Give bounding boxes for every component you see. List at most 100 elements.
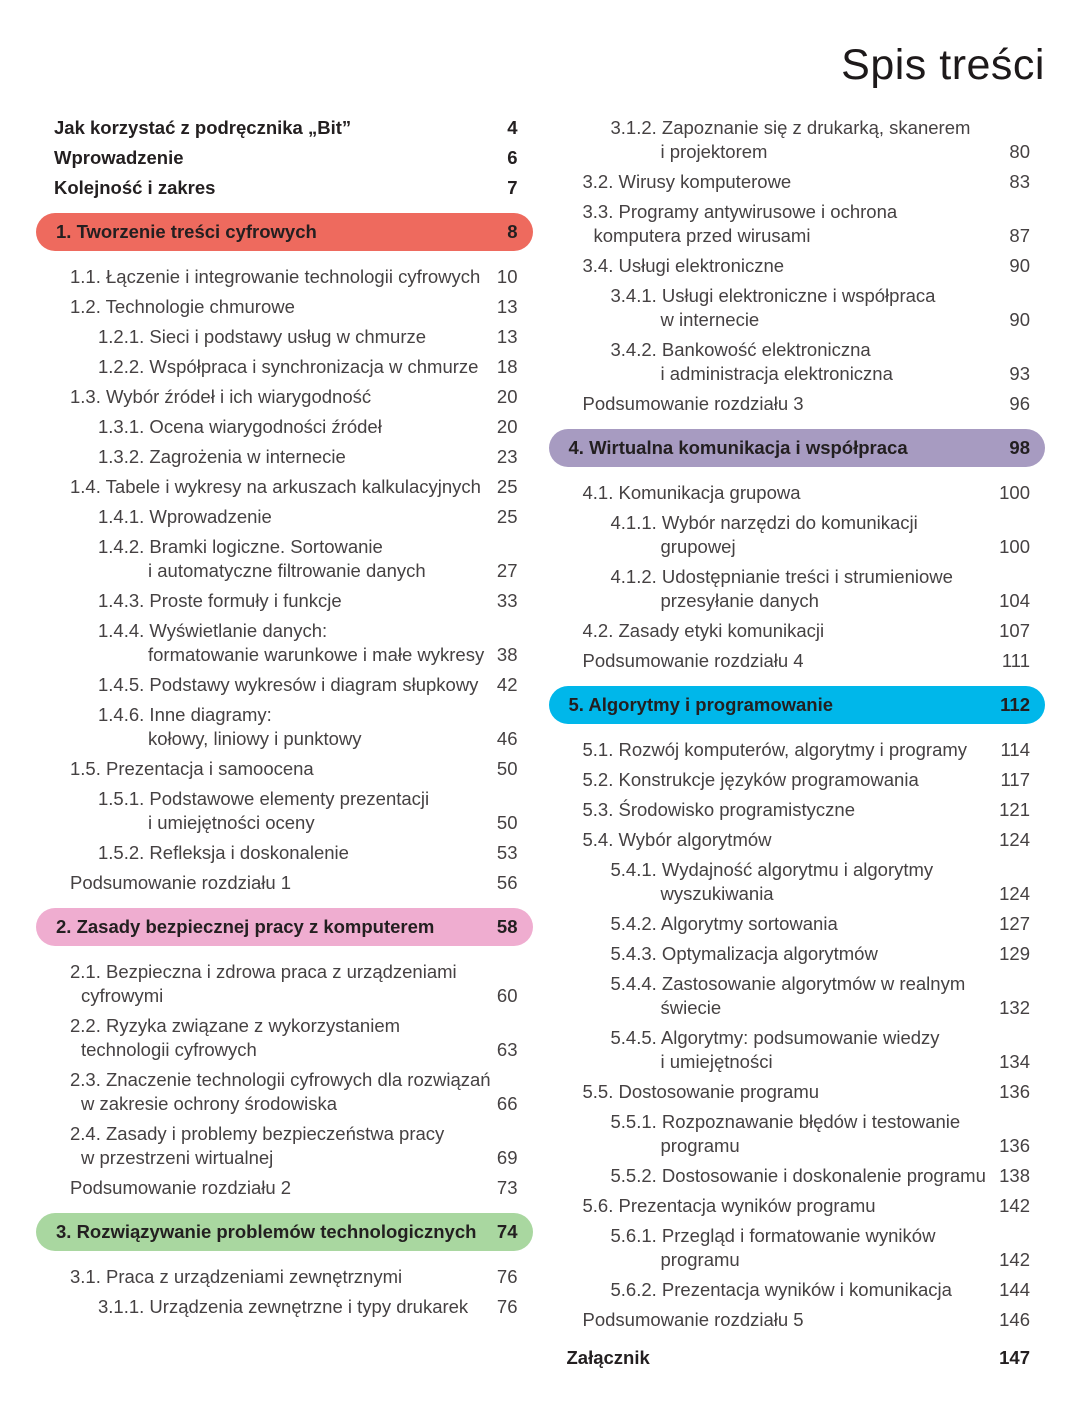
entry-title-line: Podsumowanie rozdziału 2 — [70, 1177, 292, 1199]
entry-title: 3.1.1. Urządzenia zewnętrzne i typy druk… — [36, 1295, 491, 1319]
entry-title-line: Załącznik — [566, 1347, 650, 1369]
entry-title: 5.5. Dostosowanie programu — [549, 1080, 994, 1104]
toc-subsection-row: 3.1.2. Zapoznanie się z drukarką, skaner… — [549, 116, 1046, 164]
toc-section-row: 4.2. Zasady etyki komunikacji 107 — [549, 619, 1046, 643]
entry-title: Podsumowanie rozdziału 1 — [36, 871, 491, 895]
entry-title-line: 5.5.2. Dostosowanie i doskonalenie progr… — [610, 1165, 986, 1187]
entry-title-line: 3.3. Programy antywirusowe i ochrona — [582, 201, 898, 223]
toc-section-row: 2.1. Bezpieczna i zdrowa praca z urządze… — [36, 960, 533, 1008]
entry-title-line: programu — [660, 1135, 740, 1157]
toc-subsection-row: 1.5.2. Refleksja i doskonalenie 53 — [36, 841, 533, 865]
toc-subsection-row: 5.4.4. Zastosowanie algorytmów w realnym… — [549, 972, 1046, 1020]
entry-page-number: 13 — [496, 326, 518, 348]
entry-page-number: 6 — [507, 147, 518, 169]
toc-subsection-row: 1.4.2. Bramki logiczne. Sortowanie i auto… — [36, 535, 533, 583]
entry-title-line: 1.5.2. Refleksja i doskonalenie — [98, 842, 349, 864]
entry-title-line: cyfrowymi — [81, 985, 164, 1007]
entry-title: Podsumowanie rozdziału 3 — [549, 392, 1004, 416]
toc-section-row: 5.1. Rozwój komputerów, algorytmy i prog… — [549, 738, 1046, 762]
entry-title-line: 1.2.1. Sieci i podstawy usług w chmurze — [98, 326, 427, 348]
toc-subsection-row: 1.5.1. Podstawowe elementy prezentacji i … — [36, 787, 533, 835]
entry-page-number: 69 — [496, 1147, 518, 1169]
entry-title: 5.4.3. Optymalizacja algorytmów — [549, 942, 994, 966]
entry-title-line: 1.3.2. Zagrożenia w internecie — [98, 446, 346, 468]
entry-title-line: 4.1.1. Wybór narzędzi do komunikacji — [610, 512, 918, 534]
entry-page-number: 121 — [999, 799, 1030, 821]
entry-title: 5.5.1. Rozpoznawanie błędów i testowanie… — [549, 1110, 994, 1158]
page-title: Spis treści — [841, 41, 1045, 89]
entry-title: 1.4. Tabele i wykresy na arkuszach kalku… — [36, 475, 491, 499]
entry-title-line: 1. Tworzenie treści cyfrowych — [56, 221, 317, 243]
toc-column-right: 3.1.2. Zapoznanie się z drukarką, skaner… — [548, 116, 1046, 1376]
entry-title-line: Wprowadzenie — [54, 147, 184, 169]
entry-page-number: 136 — [999, 1135, 1030, 1157]
entry-title: Podsumowanie rozdziału 5 — [549, 1308, 994, 1332]
entry-title-line: 1.5. Prezentacja i samoocena — [70, 758, 314, 780]
entry-page-number: 27 — [496, 560, 518, 582]
entry-page-number: 63 — [496, 1039, 518, 1061]
entry-title: 1.4.3. Proste formuły i funkcje — [36, 589, 491, 613]
entry-title-line: kołowy, liniowy i punktowy — [148, 728, 362, 750]
toc-subsection-row: 1.2.2. Współpraca i synchronizacja w chm… — [36, 355, 533, 379]
entry-title: 1.5.1. Podstawowe elementy prezentacji i … — [36, 787, 491, 835]
entry-title: 5.3. Środowisko programistyczne — [549, 798, 994, 822]
entry-title-line: 5.6.1. Przegląd i formatowanie wyników — [610, 1225, 936, 1247]
toc-section-row: 1.5. Prezentacja i samoocena 50 — [36, 757, 533, 781]
entry-page-number: 142 — [999, 1249, 1030, 1271]
toc-subsection-row: 5.6.2. Prezentacja wyników i komunikacja… — [549, 1278, 1046, 1302]
entry-title-line: w internecie — [660, 309, 760, 331]
entry-title-line: 5.1. Rozwój komputerów, algorytmy i prog… — [582, 739, 968, 761]
entry-title: 1.3.1. Ocena wiarygodności źródeł — [36, 415, 491, 439]
entry-title: 3.4.1. Usługi elektroniczne i współpraca… — [549, 284, 1004, 332]
toc-section-row: 2.2. Ryzyka związane z wykorzystaniem tec… — [36, 1014, 533, 1062]
entry-page-number: 33 — [496, 590, 518, 612]
entry-title-line: i administracja elektroniczna — [660, 363, 893, 385]
entry-title: Wprowadzenie — [36, 146, 501, 170]
entry-title-line: 1.4.4. Wyświetlanie danych: — [98, 620, 328, 642]
entry-title: 4.1. Komunikacja grupowa — [549, 481, 994, 505]
toc-section-row: 5.6. Prezentacja wyników programu 142 — [549, 1194, 1046, 1218]
entry-page-number: 18 — [496, 356, 518, 378]
entry-page-number: 80 — [1009, 141, 1030, 163]
entry-title: 4.1.1. Wybór narzędzi do komunikacji grup… — [549, 511, 994, 559]
entry-title-line: Jak korzystać z podręcznika „Bit” — [54, 117, 352, 139]
entry-title: 1.5. Prezentacja i samoocena — [36, 757, 491, 781]
toc-subsection-row: 5.4.2. Algorytmy sortowania 127 — [549, 912, 1046, 936]
toc-section-row: 3.3. Programy antywirusowe i ochrona komp… — [549, 200, 1046, 248]
entry-page-number: 7 — [507, 177, 518, 199]
entry-title-line: 1.3. Wybór źródeł i ich wiarygodność — [70, 386, 372, 408]
entry-title-line: 4. Wirtualna komunikacja i współpraca — [568, 437, 908, 459]
entry-page-number: 25 — [496, 476, 518, 498]
entry-page-number: 112 — [1000, 694, 1030, 716]
entry-page-number: 50 — [496, 758, 518, 780]
entry-title-line: 1.1. Łączenie i integrowanie technologii… — [70, 266, 481, 288]
entry-page-number: 124 — [999, 829, 1030, 851]
entry-title: 1.3. Wybór źródeł i ich wiarygodność — [36, 385, 491, 409]
entry-title-line: 3.4.1. Usługi elektroniczne i współpraca — [610, 285, 936, 307]
toc-section-row: 1.3. Wybór źródeł i ich wiarygodność 20 — [36, 385, 533, 409]
toc-section-row: 5.5. Dostosowanie programu 136 — [549, 1080, 1046, 1104]
entry-title: 3.1.2. Zapoznanie się z drukarką, skaner… — [549, 116, 1004, 164]
toc-section-row: 5.3. Środowisko programistyczne 121 — [549, 798, 1046, 822]
entry-title: 4.2. Zasady etyki komunikacji — [549, 619, 994, 643]
entry-page-number: 50 — [496, 812, 518, 834]
entry-page-number: 90 — [1009, 255, 1030, 277]
entry-title: 5.1. Rozwój komputerów, algorytmy i prog… — [549, 738, 995, 762]
entry-page-number: 138 — [999, 1165, 1030, 1187]
entry-title-line: wyszukiwania — [660, 883, 774, 905]
entry-title-line: 5.4.1. Wydajność algorytmu i algorytmy — [610, 859, 934, 881]
toc-summary-row: Podsumowanie rozdziału 5 146 — [549, 1308, 1046, 1332]
toc-subsection-row: 5.4.5. Algorytmy: podsumowanie wiedzy i u… — [549, 1026, 1046, 1074]
toc-section-row: 2.3. Znaczenie technologii cyfrowych dla… — [36, 1068, 533, 1116]
toc-subsection-row: 5.5.2. Dostosowanie i doskonalenie progr… — [549, 1164, 1046, 1188]
entry-title-line: Podsumowanie rozdziału 5 — [582, 1309, 804, 1331]
entry-title-line: 1.4.2. Bramki logiczne. Sortowanie — [98, 536, 383, 558]
entry-title: 1.4.5. Podstawy wykresów i diagram słupk… — [36, 673, 491, 697]
entry-title-line: 3.1. Praca z urządzeniami zewnętrznymi — [70, 1266, 403, 1288]
entry-title-line: 3. Rozwiązywanie problemów technologiczn… — [56, 1221, 477, 1243]
entry-title: 5.4.1. Wydajność algorytmu i algorytmy wy… — [549, 858, 994, 906]
entry-title-line: w przestrzeni wirtualnej — [81, 1147, 274, 1169]
entry-page-number: 42 — [496, 674, 518, 696]
toc-column-left: Jak korzystać z podręcznika „Bit” 4 Wprowa… — [36, 116, 533, 1376]
toc-section-row: 5.4. Wybór algorytmów 124 — [549, 828, 1046, 852]
